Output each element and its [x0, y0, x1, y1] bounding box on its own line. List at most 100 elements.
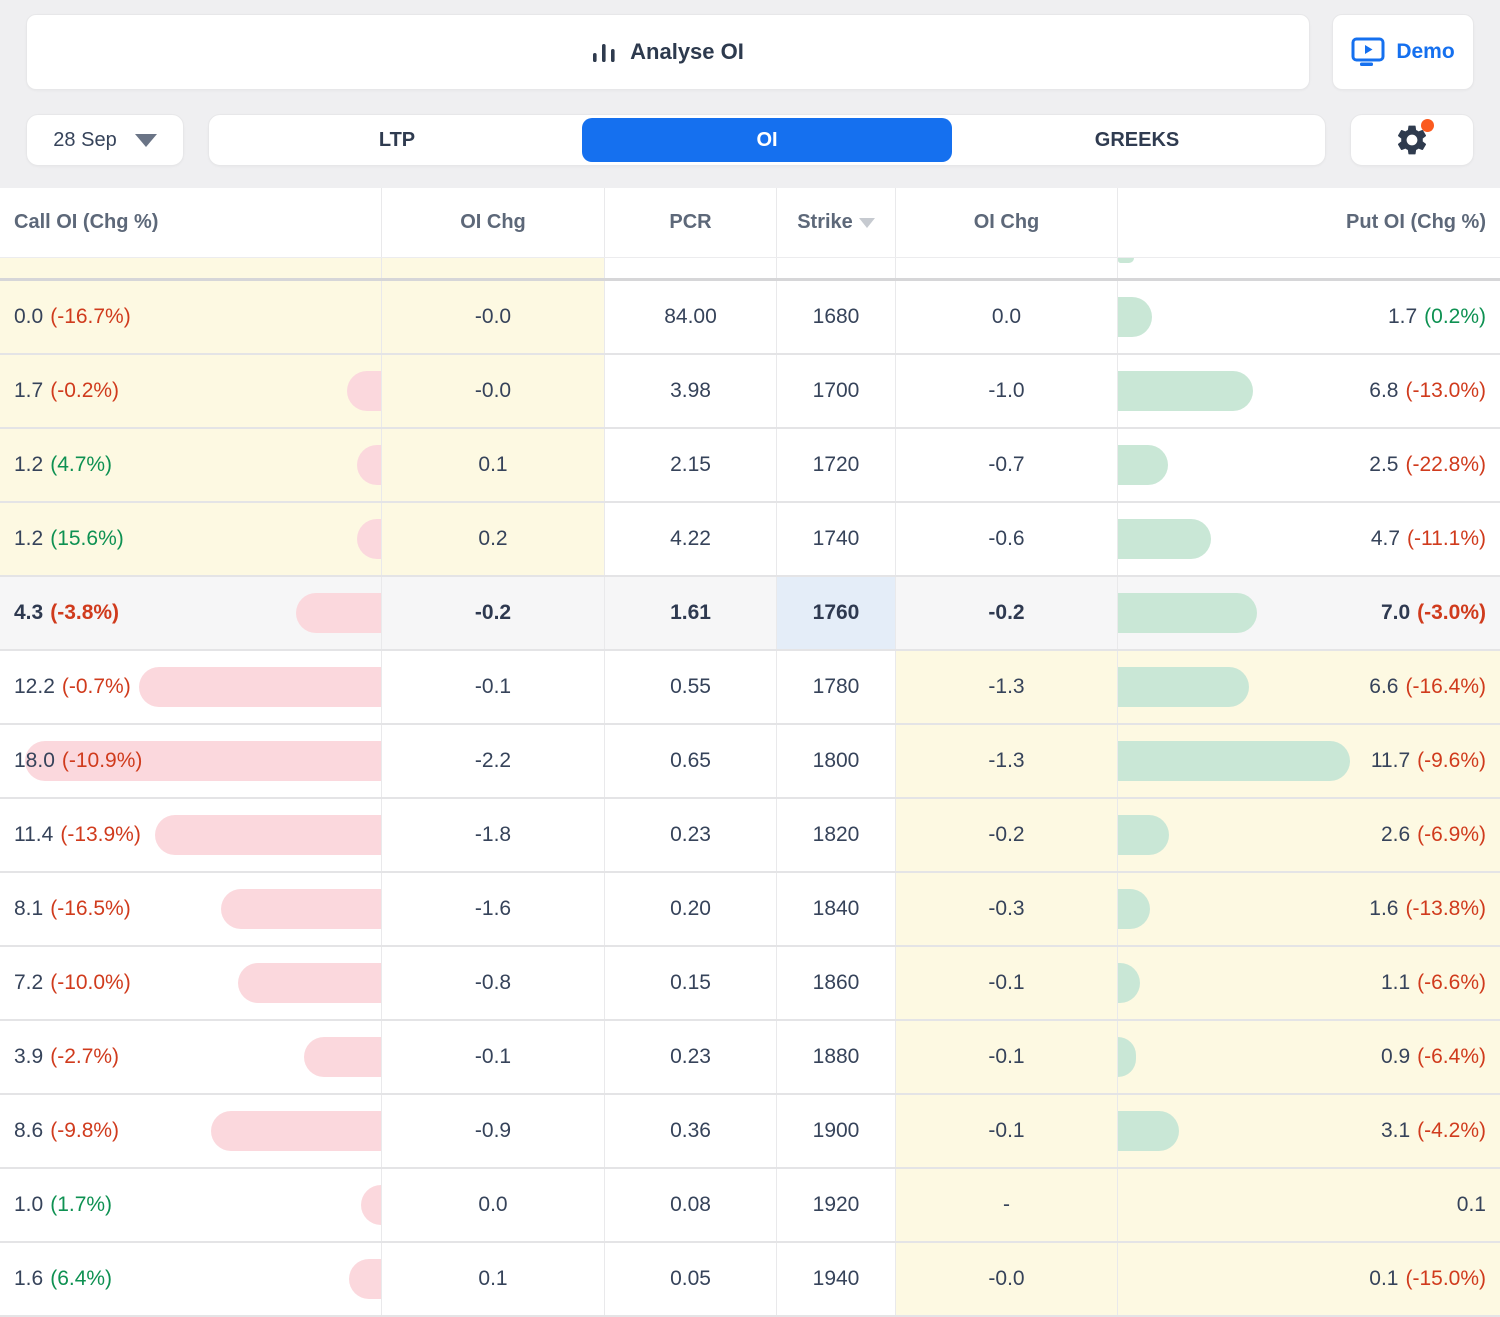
put-oi-bar: [1118, 297, 1152, 337]
table-row[interactable]: 1.7 (-0.2%) -0.0 3.98 1700 -1.0 6.8 (-13…: [0, 355, 1500, 429]
strike-cell: 1740: [776, 503, 895, 575]
put-oi-chg-cell: -: [895, 1169, 1117, 1241]
call-oi-chg-cell: -0.1: [381, 1021, 604, 1093]
put-oi-value: 1.6: [1369, 897, 1399, 920]
put-oi-chg-pct: (-16.4%): [1405, 675, 1486, 698]
expiry-dropdown[interactable]: 28 Sep: [26, 114, 184, 166]
call-oi-chg-value: -0.2: [474, 601, 512, 624]
put-oi-chg-pct: (-9.6%): [1417, 749, 1486, 772]
call-oi-cell: 1.2 (15.6%): [0, 503, 381, 575]
pcr-value: 84.00: [664, 305, 717, 328]
strike-cell: 1860: [776, 947, 895, 1019]
put-oi-bar: [1118, 445, 1168, 485]
strike-value: 1880: [812, 1045, 860, 1068]
table-row[interactable]: 4.3 (-3.8%) -0.2 1.61 1760 -0.2 7.0 (-3.…: [0, 577, 1500, 651]
table-row[interactable]: 11.4 (-13.9%) -1.8 0.23 1820 -0.2 2.6 (-…: [0, 799, 1500, 873]
strike-cell: 1880: [776, 1021, 895, 1093]
call-oi-chg-value: 0.1: [478, 1267, 508, 1290]
pcr-value: 0.08: [670, 1193, 711, 1216]
table-header: Call OI (Chg %) OI Chg PCR Strike OI Chg…: [0, 188, 1500, 258]
call-oi-value: 1.0: [14, 1193, 44, 1216]
table-row[interactable]: 3.9 (-2.7%) -0.1 0.23 1880 -0.1 0.9 (-6.…: [0, 1021, 1500, 1095]
table-row[interactable]: 8.1 (-16.5%) -1.6 0.20 1840 -0.3 1.6 (-1…: [0, 873, 1500, 947]
put-oi-chg-pct: (-11.1%): [1407, 527, 1486, 550]
pcr-value: 0.15: [670, 971, 711, 994]
call-oi-chg-cell: -1.6: [381, 873, 604, 945]
pcr-value: 0.23: [670, 1045, 711, 1068]
strike-cell: 1680: [776, 281, 895, 353]
title-bar: Analyse OI: [26, 14, 1310, 90]
put-oi-value: 1.1: [1380, 971, 1411, 994]
call-oi-chg-cell: 0.1: [381, 1243, 604, 1315]
table-row[interactable]: 0.0 (-16.7%) -0.0 84.00 1680 0.0 1.7 (0.…: [0, 281, 1500, 355]
demo-button[interactable]: Demo: [1332, 14, 1474, 90]
strike-value: 1840: [812, 897, 860, 920]
put-oi-bar: [1118, 741, 1350, 781]
call-oi-bar: [221, 889, 381, 929]
tab-ltp[interactable]: LTP: [378, 128, 416, 151]
table-body: 0.0 (-16.7%) -0.0 84.00 1680 0.0 1.7 (0.…: [0, 281, 1500, 1317]
pcr-value: 2.15: [670, 453, 711, 476]
pcr-value: 0.05: [670, 1267, 711, 1290]
put-oi-chg-pct: (-13.8%): [1405, 897, 1486, 920]
table-row[interactable]: 1.6 (6.4%) 0.1 0.05 1940 -0.0 0.1 (-15.0…: [0, 1243, 1500, 1317]
pcr-cell: 0.05: [604, 1243, 776, 1315]
table-row[interactable]: 1.0 (1.7%) 0.0 0.08 1920 - 0.1: [0, 1169, 1500, 1243]
pcr-value: 0.36: [670, 1119, 711, 1142]
oi-table: Call OI (Chg %) OI Chg PCR Strike OI Chg…: [0, 188, 1500, 1317]
put-oi-cell: 1.7 (0.2%): [1117, 281, 1500, 353]
tab-greeks[interactable]: GREEKS: [1094, 128, 1180, 151]
pcr-cell: 0.55: [604, 651, 776, 723]
put-oi-chg-value: -0.1: [988, 1045, 1025, 1068]
put-oi-chg-value: -1.0: [988, 379, 1025, 402]
col-header-call-oi: Call OI (Chg %): [14, 211, 159, 233]
table-row[interactable]: 7.2 (-10.0%) -0.8 0.15 1860 -0.1 1.1 (-6…: [0, 947, 1500, 1021]
call-oi-chg-pct: (6.4%): [50, 1267, 113, 1290]
call-oi-chg-pct: (-10.0%): [50, 971, 131, 994]
pcr-cell: 0.15: [604, 947, 776, 1019]
call-oi-chg-cell: -0.9: [381, 1095, 604, 1167]
put-oi-chg-value: -0.1: [988, 1119, 1025, 1142]
call-oi-chg-value: 0.1: [478, 453, 508, 476]
put-oi-value: 1.7: [1387, 305, 1418, 328]
call-oi-bar: [349, 1259, 381, 1299]
put-oi-chg-cell: -1.0: [895, 355, 1117, 427]
call-oi-cell: 3.9 (-2.7%): [0, 1021, 381, 1093]
call-oi-chg-cell: 0.1: [381, 429, 604, 501]
table-row[interactable]: 12.2 (-0.7%) -0.1 0.55 1780 -1.3 6.6 (-1…: [0, 651, 1500, 725]
table-row[interactable]: 1.2 (4.7%) 0.1 2.15 1720 -0.7 2.5 (-22.8…: [0, 429, 1500, 503]
call-oi-cell: 0.0 (-16.7%): [0, 281, 381, 353]
call-oi-chg-cell: 0.0: [381, 1169, 604, 1241]
put-oi-bar-remnant: [1118, 258, 1134, 263]
put-oi-chg-cell: -0.0: [895, 1243, 1117, 1315]
top-bar: Analyse OI Demo: [0, 0, 1500, 90]
put-oi-chg-value: -0.2: [988, 823, 1025, 846]
pcr-value: 3.98: [670, 379, 711, 402]
call-oi-chg-pct: (15.6%): [50, 527, 124, 550]
table-row[interactable]: 18.0 (-10.9%) -2.2 0.65 1800 -1.3 11.7 (…: [0, 725, 1500, 799]
strike-value: 1700: [812, 379, 860, 402]
pcr-cell: 0.20: [604, 873, 776, 945]
call-oi-value: 3.9: [14, 1045, 44, 1068]
put-oi-cell: 1.1 (-6.6%): [1117, 947, 1500, 1019]
pcr-cell: 1.61: [604, 577, 776, 649]
table-row[interactable]: 8.6 (-9.8%) -0.9 0.36 1900 -0.1 3.1 (-4.…: [0, 1095, 1500, 1169]
call-oi-value: 1.7: [14, 379, 44, 402]
call-oi-chg-cell: -2.2: [381, 725, 604, 797]
sort-desc-icon: [858, 217, 875, 228]
gear-icon: [1397, 125, 1427, 155]
call-oi-chg-value: -0.1: [474, 1045, 512, 1068]
put-oi-chg-value: -0.2: [988, 601, 1025, 624]
call-oi-cell: 7.2 (-10.0%): [0, 947, 381, 1019]
page-title: Analyse OI: [630, 39, 744, 64]
strike-value: 1860: [812, 971, 860, 994]
col-header-strike[interactable]: Strike: [776, 188, 895, 257]
demo-button-label: Demo: [1396, 40, 1455, 63]
tab-oi[interactable]: OI: [582, 118, 952, 162]
strike-value: 1800: [812, 749, 860, 772]
settings-button[interactable]: [1350, 114, 1474, 166]
table-row[interactable]: 1.2 (15.6%) 0.2 4.22 1740 -0.6 4.7 (-11.…: [0, 503, 1500, 577]
put-oi-cell: 6.6 (-16.4%): [1117, 651, 1500, 723]
call-oi-chg-cell: -0.2: [381, 577, 604, 649]
strike-value: 1780: [812, 675, 860, 698]
